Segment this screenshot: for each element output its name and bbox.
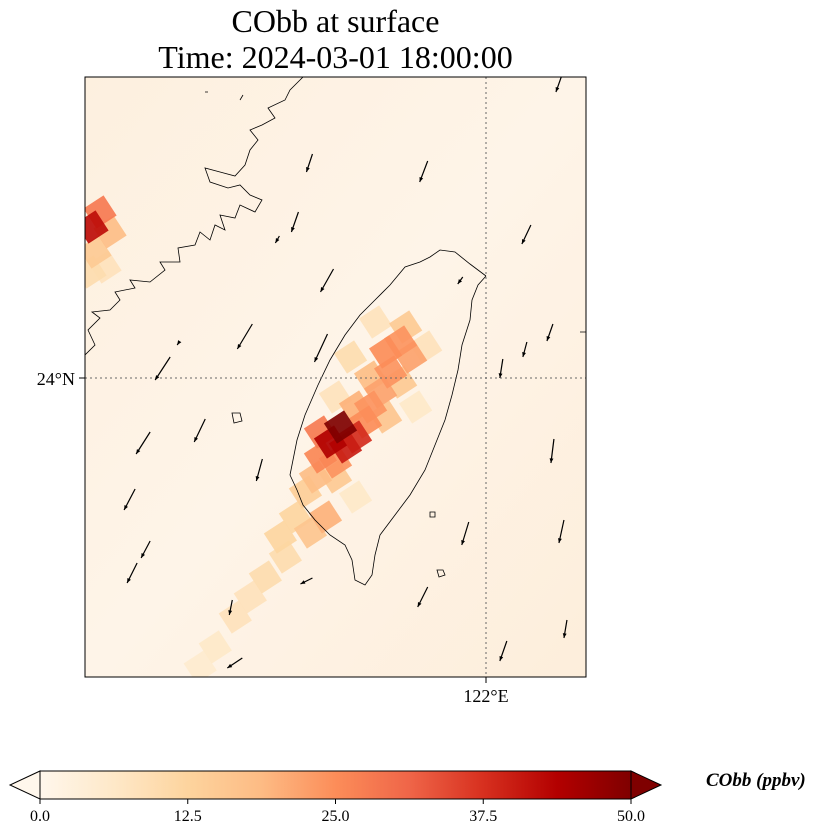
wind-arrow [457,276,464,285]
lat-tick-label: 24°N [37,369,75,389]
concentration-cell [263,520,297,554]
wind-arrow [305,153,314,173]
wind-arrow [123,488,136,511]
wind-arrow [126,562,138,584]
colorbar-label: CObb (ppbv) [706,770,806,791]
wind-arrow [228,599,233,616]
colorbar-tick-label: 37.5 [469,808,497,825]
wind-arrow [290,211,299,233]
wind-arrow [549,438,555,464]
concentration-cells [85,195,443,677]
wind-arrow [522,341,528,358]
wind-arrow [135,431,151,455]
wind-arrow [461,521,470,546]
wind-arrow [236,323,253,350]
map-area [85,77,586,677]
lon-tick-label: 122°E [463,686,508,706]
plot-title-line2: Time: 2024-03-01 18:00:00 [158,39,513,75]
concentration-cell [369,335,403,369]
concentration-cell [333,340,368,374]
colorbar-tick-label: 25.0 [322,808,350,825]
wind-arrow [419,160,429,183]
concentration-cell [399,390,433,424]
wind-vectors [123,77,568,669]
wind-arrow [176,340,182,346]
wind-arrow [300,577,313,585]
colorbar-extend-max [630,770,663,800]
wind-arrow [499,640,508,662]
plot-title-line1: CObb at surface [231,3,440,39]
wind-arrow [319,268,335,293]
colorbar: 0.0 12.5 25.0 37.5 50.0 CObb (ppbv) [8,770,806,825]
concentration-cell [233,580,267,614]
concentration-cell [248,560,282,594]
wind-arrow [274,235,280,244]
colorbar-extend-min [8,770,41,800]
china-coastline [85,77,304,424]
wind-arrow [255,458,263,482]
colorbar-bar [39,770,632,800]
concentration-cell [85,235,112,269]
concentration-cell [323,410,358,444]
wind-arrow [417,586,429,608]
wind-arrow [193,418,206,443]
map-background [85,77,586,677]
concentration-cell [198,630,232,664]
concentration-cell [308,500,343,534]
concentration-cell [85,210,109,244]
concentration-cell [183,650,217,677]
wind-arrow [521,224,532,245]
wind-arrow [154,356,171,381]
concentration-cell [218,600,252,634]
taiwan-coastline [289,249,586,586]
wind-arrow [555,77,562,93]
wind-arrow [498,358,504,379]
wind-arrow [226,657,243,669]
wind-arrow [546,323,554,342]
wind-arrow [562,619,568,639]
concentration-cell [358,305,393,339]
colorbar-tick-label: 50.0 [617,808,645,825]
colorbar-tick-label: 0.0 [30,808,50,825]
wind-arrow [558,519,565,544]
map-frame [84,76,587,678]
wind-arrow [140,540,151,559]
concentration-cell [338,480,373,514]
colorbar-tick-label: 12.5 [174,808,202,825]
wind-arrow [313,333,329,363]
